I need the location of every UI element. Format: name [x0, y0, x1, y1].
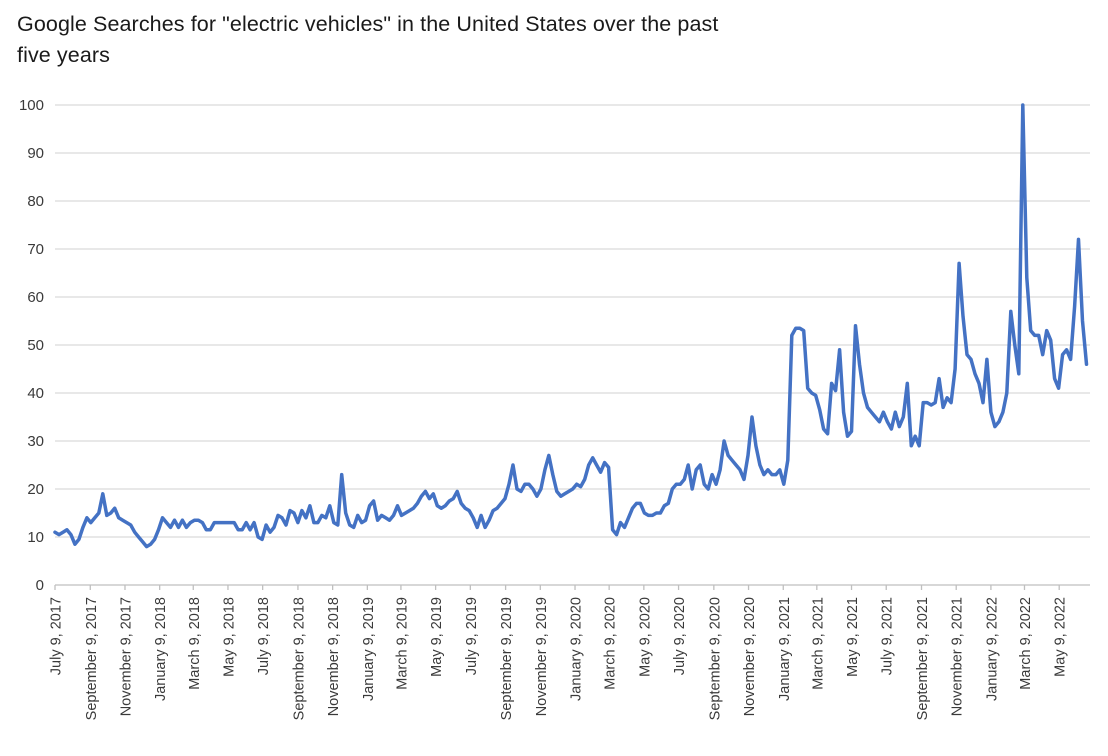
- x-axis-label: January 9, 2018: [153, 597, 169, 701]
- y-axis-label: 60: [27, 289, 44, 306]
- y-axis-label: 40: [27, 385, 44, 402]
- y-axis-label: 20: [27, 481, 44, 498]
- x-axis-label: March 9, 2019: [394, 597, 410, 690]
- x-axis-label: May 9, 2020: [637, 597, 653, 677]
- y-axis-label: 100: [19, 97, 44, 114]
- x-axis-label: November 9, 2020: [742, 597, 758, 716]
- x-axis-label: January 9, 2021: [777, 597, 793, 701]
- x-axis-label: July 9, 2018: [256, 597, 272, 675]
- x-axis-label: January 9, 2019: [361, 597, 377, 701]
- y-axis-label: 0: [36, 577, 44, 594]
- x-axis-label: September 9, 2017: [84, 597, 100, 720]
- x-axis-label: September 9, 2018: [291, 597, 307, 720]
- x-axis-label: May 9, 2018: [221, 597, 237, 677]
- x-axis-label: July 9, 2019: [464, 597, 480, 675]
- x-axis-label: September 9, 2019: [499, 597, 515, 720]
- series-line: [53, 103, 1089, 549]
- chart-title-line2: five years: [17, 43, 111, 67]
- x-axis-label: January 9, 2020: [569, 597, 585, 701]
- y-axis-label: 50: [27, 337, 44, 354]
- x-axis-label: November 9, 2017: [118, 597, 134, 716]
- x-axis-label: March 9, 2022: [1018, 597, 1034, 690]
- x-axis-label: March 9, 2018: [187, 597, 203, 690]
- x-axis-label: March 9, 2020: [603, 597, 619, 690]
- x-axis-label: May 9, 2021: [845, 597, 861, 677]
- chart-title: Google Searches for "electric vehicles" …: [17, 9, 977, 71]
- x-axis-label: January 9, 2022: [984, 597, 1000, 701]
- x-axis-label: September 9, 2020: [707, 597, 723, 720]
- y-axis-label: 30: [27, 433, 44, 450]
- x-axis-label: July 9, 2020: [672, 597, 688, 675]
- x-axis-label: November 9, 2018: [326, 597, 342, 716]
- x-axis-label: November 9, 2019: [534, 597, 550, 716]
- y-axis-label: 90: [27, 145, 44, 162]
- chart-title-line1: Google Searches for "electric vehicles" …: [17, 12, 719, 36]
- y-axis-label: 70: [27, 241, 44, 258]
- x-axis-label: July 9, 2021: [880, 597, 896, 675]
- x-axis-label: July 9, 2017: [49, 597, 65, 675]
- x-axis-label: May 9, 2022: [1053, 597, 1069, 677]
- y-axis-label: 80: [27, 193, 44, 210]
- x-axis-label: November 9, 2021: [950, 597, 966, 716]
- x-axis-label: September 9, 2021: [915, 597, 931, 720]
- y-axis-label: 10: [27, 529, 44, 546]
- x-axis-label: May 9, 2019: [429, 597, 445, 677]
- x-axis-label: March 9, 2021: [810, 597, 826, 690]
